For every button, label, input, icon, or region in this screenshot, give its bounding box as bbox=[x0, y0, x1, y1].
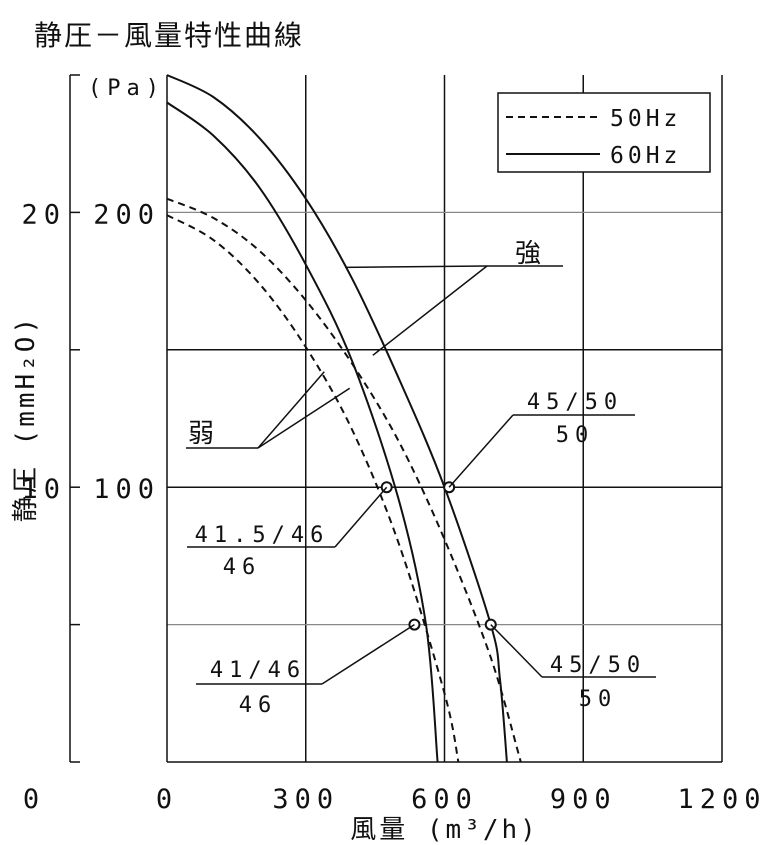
x-tick-label: 600 bbox=[411, 784, 478, 815]
legend-label: 50Hz bbox=[610, 106, 681, 132]
operating-point-label-top: 41.5/46 bbox=[195, 523, 330, 548]
y-pa-tick-label: 100 bbox=[93, 474, 160, 505]
x-tick-label: 900 bbox=[550, 784, 617, 815]
operating-point-arrow bbox=[334, 486, 388, 548]
legend-box bbox=[497, 92, 711, 173]
operating-point-arrow bbox=[490, 624, 543, 678]
y-mmh2o-tick-label: 10 bbox=[21, 474, 66, 505]
annotation-strong: 強 bbox=[515, 239, 544, 269]
legend-label: 60Hz bbox=[610, 143, 681, 169]
operating-point-label-bottom: 46 bbox=[239, 693, 278, 718]
series-line-50Hz-weak bbox=[166, 214, 460, 763]
y-pa-tick-label: 200 bbox=[93, 199, 160, 230]
operating-point-label-bottom: 50 bbox=[579, 687, 618, 712]
annotation-weak: 弱 bbox=[188, 419, 217, 449]
x-axis-title: 風量 (m³/h) bbox=[350, 815, 539, 845]
operating-point-label-bottom: 46 bbox=[223, 555, 262, 580]
operating-point-label-bottom: 50 bbox=[556, 423, 595, 448]
operating-point-arrow bbox=[448, 414, 514, 488]
operating-point-label-top: 45/50 bbox=[527, 390, 623, 415]
y-axis-title: 静圧 (mmH₂O) bbox=[11, 315, 41, 522]
operating-point-arrow bbox=[321, 623, 415, 685]
annotation-strong-arrow bbox=[372, 265, 488, 356]
annotation-strong-arrow bbox=[345, 265, 488, 269]
x-tick-label: 1200 bbox=[677, 784, 766, 815]
series-line-60Hz-weak bbox=[166, 101, 439, 763]
x-tick-label: 0 bbox=[156, 784, 178, 815]
annotation-weak-arrow bbox=[257, 387, 351, 449]
operating-point-label-top: 45/50 bbox=[550, 653, 646, 678]
chart-title: 静圧－風量特性曲線 bbox=[34, 19, 305, 52]
x-tick-label: 300 bbox=[272, 784, 339, 815]
annotation-weak-arrow bbox=[257, 371, 325, 449]
series-line-60Hz-strong bbox=[166, 74, 508, 763]
y-mmh2o-tick-label: 20 bbox=[21, 199, 66, 230]
y-mmh2o-zero-label: 0 bbox=[23, 784, 45, 815]
operating-point-label-top: 41/46 bbox=[210, 658, 306, 683]
y-pa-unit-label: (Pa) bbox=[88, 76, 165, 101]
